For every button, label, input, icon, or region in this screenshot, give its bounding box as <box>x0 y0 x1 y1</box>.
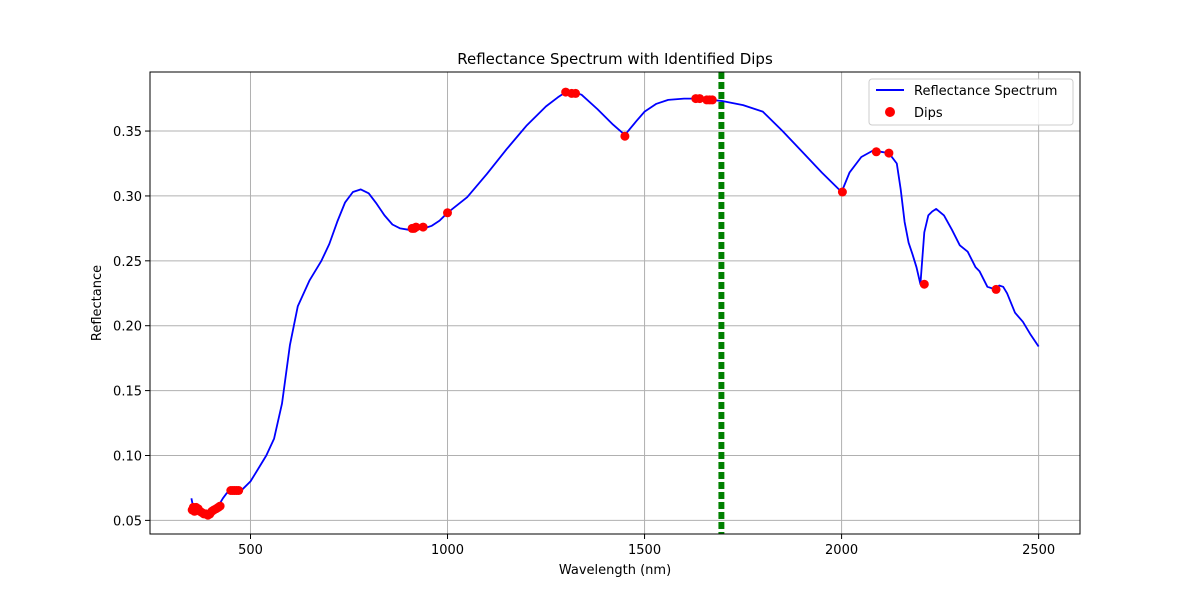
dip-point <box>871 147 881 157</box>
vertical-lines <box>718 72 725 534</box>
x-tick-label: 500 <box>238 543 263 558</box>
dip-point <box>571 88 581 98</box>
dip-point <box>620 131 630 141</box>
x-tick-label: 2500 <box>1022 543 1055 558</box>
y-axis-label: Reflectance <box>90 265 105 341</box>
y-tick-label: 0.25 <box>113 255 142 270</box>
y-axis-ticks: 0.05 0.10 0.15 0.20 0.25 0.30 0.35 <box>113 125 150 529</box>
legend-label-dips: Dips <box>914 106 943 121</box>
chart-title: Reflectance Spectrum with Identified Dip… <box>457 50 773 68</box>
legend-marker-swatch <box>885 107 895 117</box>
plot-frame <box>149 71 1081 535</box>
dip-point <box>884 148 894 158</box>
x-tick-label: 2000 <box>825 543 858 558</box>
y-tick-label: 0.10 <box>113 449 142 464</box>
dip-point <box>991 284 1001 294</box>
dips-layer <box>187 87 1001 520</box>
x-tick-label: 1000 <box>431 543 464 558</box>
dip-point <box>234 486 244 495</box>
y-tick-label: 0.20 <box>113 320 142 335</box>
dip-point <box>418 222 428 232</box>
dip-point <box>215 501 225 511</box>
x-axis-label: Wavelength (nm) <box>559 563 671 578</box>
x-tick-label: 1500 <box>628 543 661 558</box>
y-tick-label: 0.15 <box>113 385 142 400</box>
legend-box <box>868 78 1074 126</box>
dip-point <box>695 94 705 104</box>
dip-point <box>411 222 421 232</box>
dip-point <box>919 279 929 289</box>
y-tick-label: 0.30 <box>113 190 142 205</box>
x-axis-ticks: 500 1000 1500 2000 2500 <box>238 534 1055 558</box>
legend-label-spectrum: Reflectance Spectrum <box>914 84 1057 99</box>
dip-point <box>443 208 452 218</box>
grid <box>150 72 1080 534</box>
dip-point <box>707 95 717 105</box>
legend: Reflectance Spectrum Dips <box>868 78 1074 126</box>
y-tick-label: 0.05 <box>113 514 142 529</box>
y-tick-label: 0.35 <box>113 125 142 140</box>
dip-point <box>837 187 847 197</box>
